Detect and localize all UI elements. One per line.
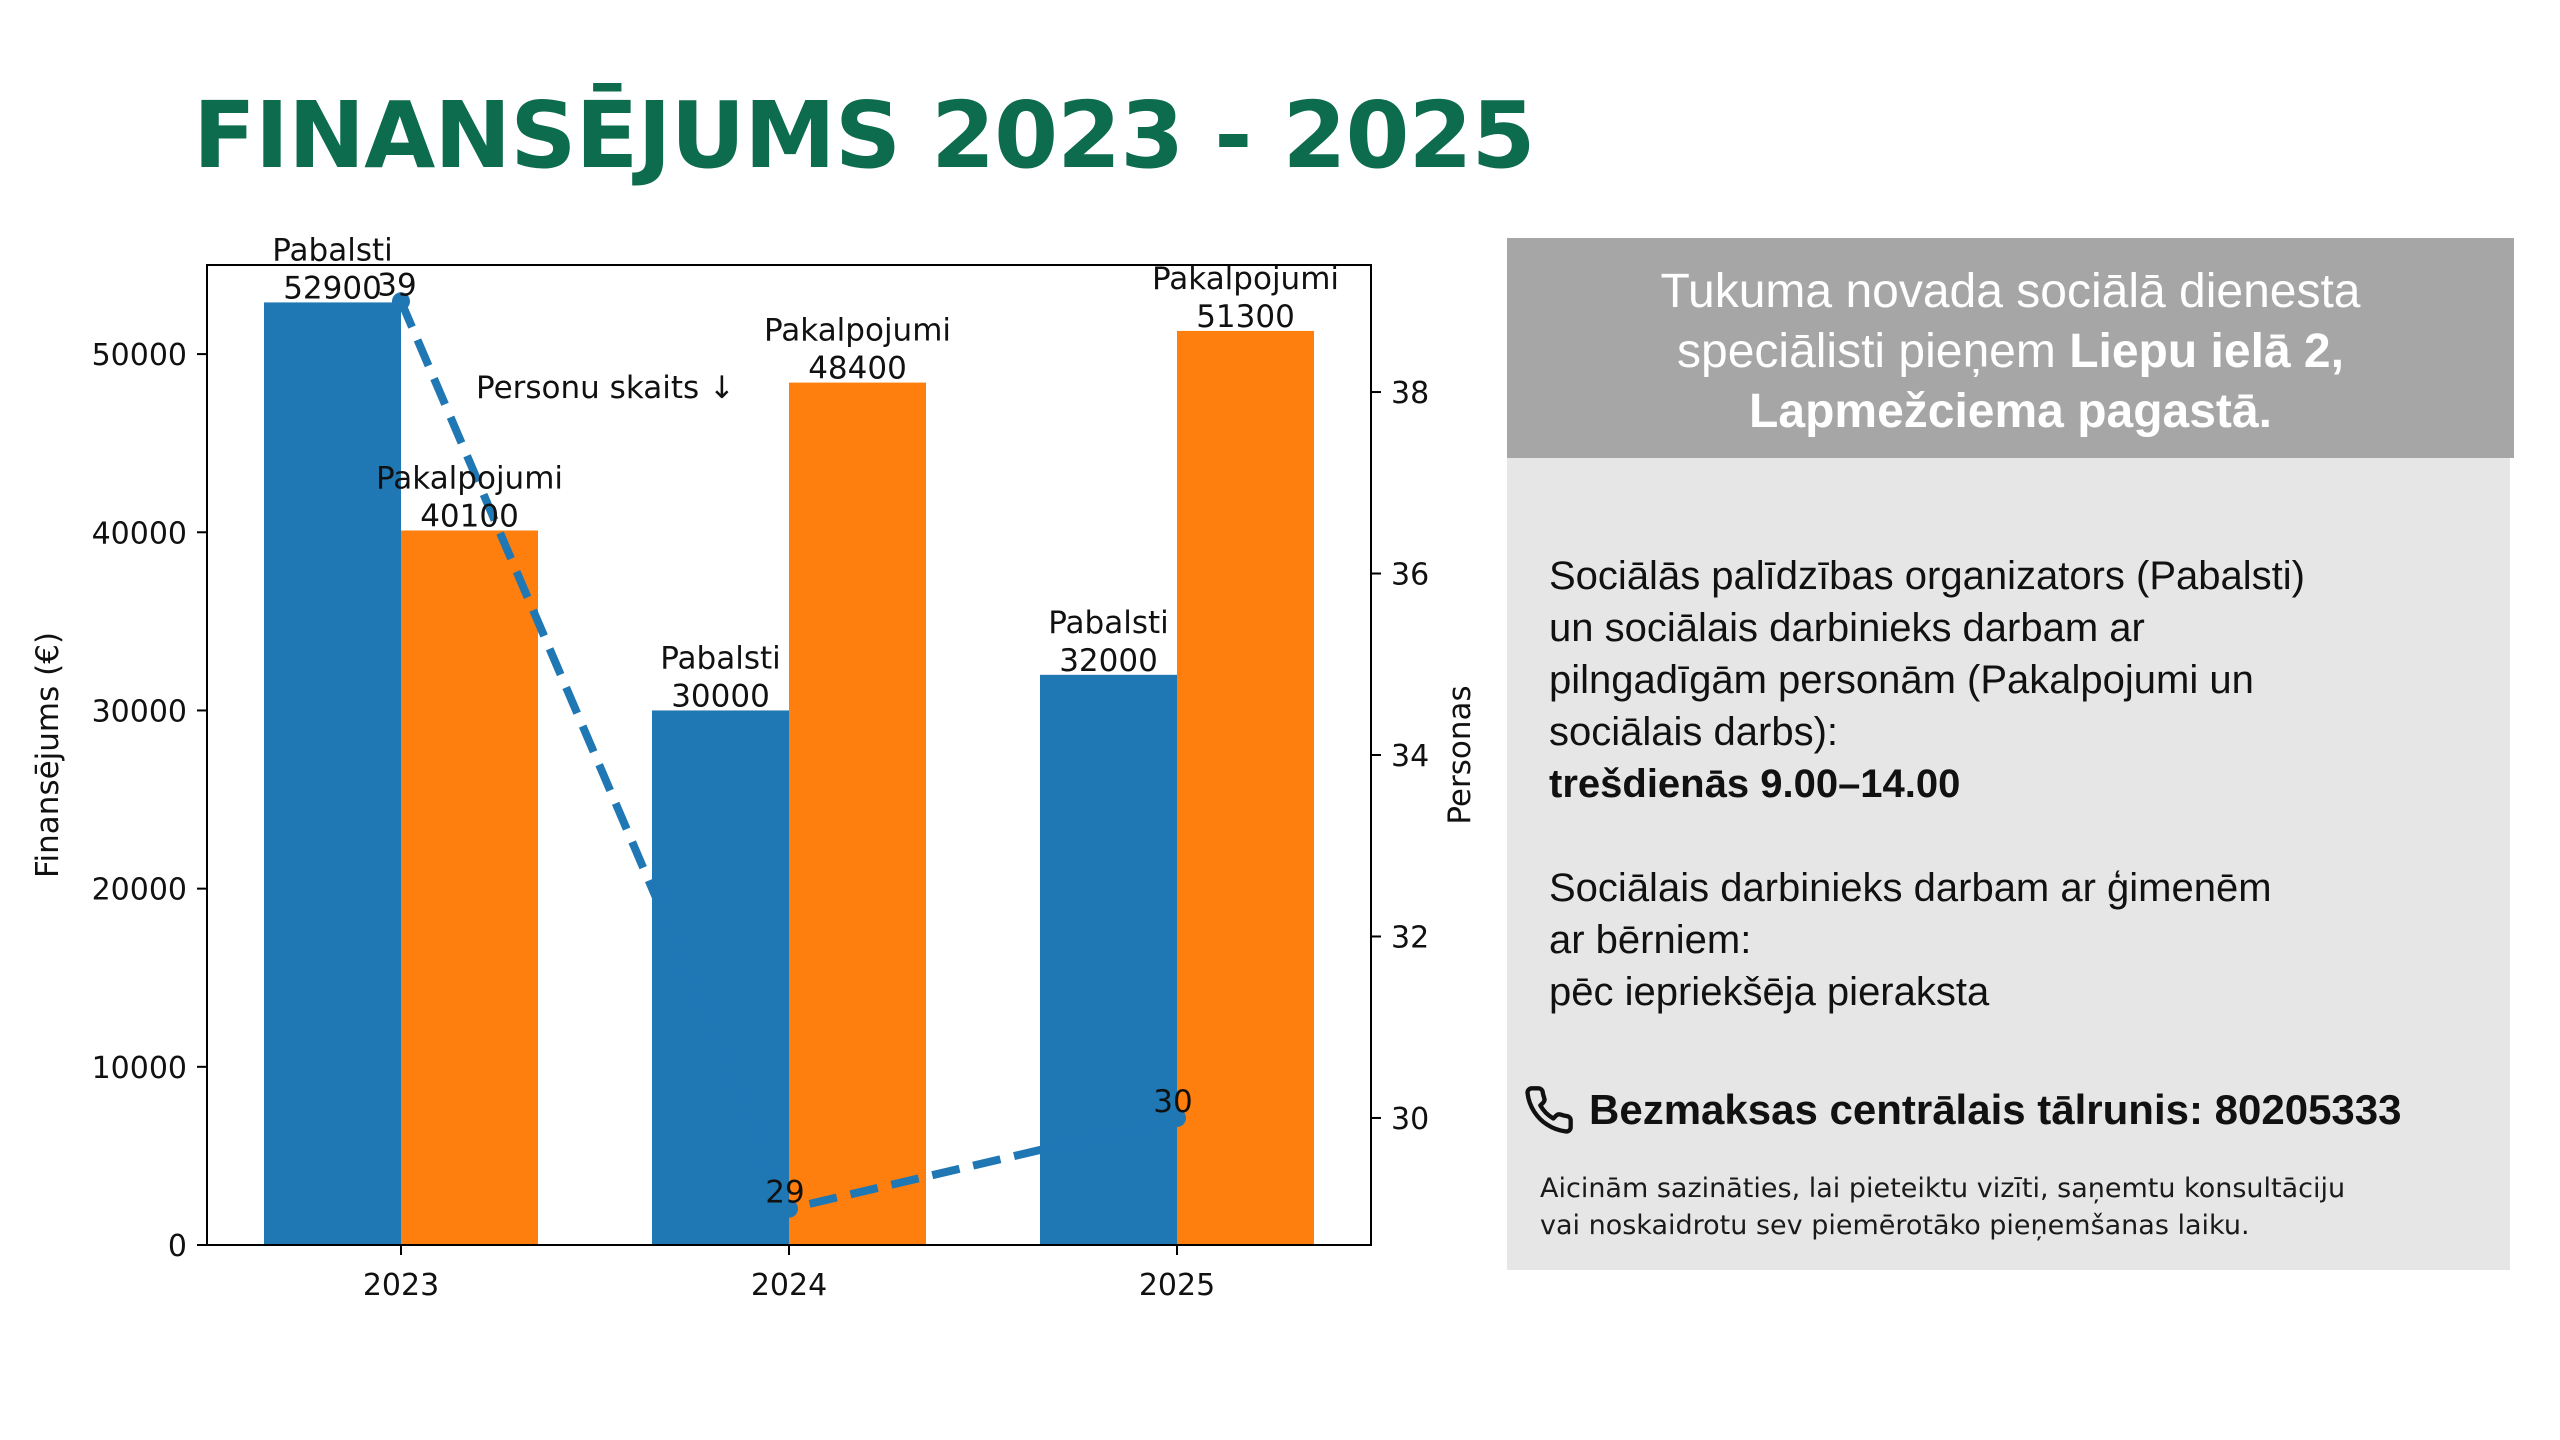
block-adults-line: Sociālās palīdzības organizators (Pabals… bbox=[1549, 554, 2305, 598]
y-tick-label: 10000 bbox=[92, 1051, 187, 1086]
y2-tick-label: 32 bbox=[1391, 920, 1429, 955]
contact-note-line-1: Aicinām sazināties, lai pieteiktu vizīti… bbox=[1540, 1173, 2346, 1204]
info-body: Sociālās palīdzības organizators (Pabals… bbox=[1507, 458, 2510, 1270]
block-adults-line: pilngadīgām personām (Pakalpojumi un bbox=[1549, 658, 2254, 702]
x-tick-label: 2024 bbox=[751, 1268, 827, 1303]
header-line-3: Lapmežciema pagastā. bbox=[1527, 382, 2494, 442]
bar-label-value: 48400 bbox=[808, 351, 907, 387]
phone-icon bbox=[1525, 1086, 1573, 1134]
persons-annotation: Personu skaits ↓ bbox=[476, 370, 735, 406]
x-tick-label: 2025 bbox=[1139, 1268, 1215, 1303]
bar-pakalpojumi-2023 bbox=[401, 530, 538, 1245]
y-tick-label: 50000 bbox=[92, 338, 187, 373]
bar-label-name: Pakalpojumi bbox=[376, 460, 563, 496]
y-tick-label: 20000 bbox=[92, 873, 187, 908]
persons-label: 30 bbox=[1153, 1084, 1192, 1120]
persons-point-2024 bbox=[780, 1199, 798, 1218]
bar-label-value: 32000 bbox=[1059, 643, 1158, 679]
block-families: Sociālais darbinieks darbam ar ģimenēm a… bbox=[1549, 862, 2272, 1018]
y2-tick-label: 30 bbox=[1391, 1102, 1429, 1137]
block-adults-schedule: trešdienās 9.00–14.00 bbox=[1549, 762, 1961, 806]
block-adults: Sociālās palīdzības organizators (Pabals… bbox=[1549, 550, 2305, 810]
x-tick-label: 2023 bbox=[363, 1268, 439, 1303]
header-line-2-plain: speciālisti pieņem bbox=[1677, 325, 2070, 378]
bar-label-value: 30000 bbox=[671, 678, 770, 714]
header-line-3-bold: Lapmežciema pagastā. bbox=[1749, 385, 2272, 438]
bar-label-value: 51300 bbox=[1196, 299, 1295, 335]
funding-chart: 0 10000 20000 30000 40000 50000 30 32 34 36 38 2023… bbox=[30, 232, 1478, 1303]
contact-note-line-2: vai noskaidrotu sev piemērotāko pieņemša… bbox=[1540, 1210, 2250, 1241]
bar-pabalsti-2023 bbox=[264, 302, 401, 1245]
y2-tick-label: 36 bbox=[1391, 558, 1429, 593]
bar-label-value: 52900 bbox=[283, 270, 382, 306]
bar-label-name: Pakalpojumi bbox=[764, 313, 951, 349]
phone-text: Bezmaksas centrālais tālrunis: 80205333 bbox=[1589, 1086, 2402, 1133]
contact-note: Aicinām sazināties, lai pieteiktu vizīti… bbox=[1540, 1170, 2345, 1244]
bar-pakalpojumi-2024 bbox=[789, 382, 926, 1246]
bar-pabalsti-2025 bbox=[1040, 674, 1177, 1245]
bar-label-value: 40100 bbox=[420, 498, 519, 534]
page-title: FINANSĒJUMS 2023 - 2025 bbox=[193, 82, 1536, 189]
block-adults-line: sociālais darbs): bbox=[1549, 710, 1839, 754]
y2-axis-label: Personas bbox=[1442, 685, 1478, 824]
bar-label-name: Pabalsti bbox=[272, 232, 393, 268]
persons-point-2023 bbox=[392, 292, 410, 311]
header-line-1: Tukuma novada sociālā dienesta bbox=[1660, 265, 2361, 318]
block-adults-line: un sociālais darbinieks darbam ar bbox=[1549, 606, 2145, 650]
y2-tick-label: 38 bbox=[1391, 376, 1429, 411]
y-tick-label: 30000 bbox=[92, 694, 187, 729]
bar-label-name: Pakalpojumi bbox=[1152, 261, 1339, 297]
y-tick-label: 40000 bbox=[92, 516, 187, 551]
phone-row: Bezmaksas centrālais tālrunis: 80205333 bbox=[1523, 1084, 2402, 1136]
y2-tick-label: 34 bbox=[1391, 739, 1429, 774]
persons-point-2025 bbox=[1168, 1108, 1186, 1127]
y-tick-label: 0 bbox=[168, 1229, 187, 1264]
persons-label: 39 bbox=[377, 267, 416, 303]
bar-label-name: Pabalsti bbox=[1048, 605, 1169, 641]
header-line-2-bold: Liepu ielā 2, bbox=[2069, 325, 2344, 378]
header-line-2: speciālisti pieņem Liepu ielā 2, bbox=[1527, 322, 2494, 382]
y-axis-label: Finansējums (€) bbox=[30, 632, 66, 878]
info-header: Tukuma novada sociālā dienesta speciālis… bbox=[1507, 238, 2514, 458]
block-families-line: pēc iepriekšēja pieraksta bbox=[1549, 970, 1990, 1014]
block-families-line: ar bērniem: bbox=[1549, 918, 1752, 962]
bar-pakalpojumi-2025 bbox=[1177, 330, 1314, 1246]
persons-label: 29 bbox=[765, 1175, 804, 1211]
block-families-line: Sociālais darbinieks darbam ar ģimenēm bbox=[1549, 866, 2272, 910]
bar-label-name: Pabalsti bbox=[660, 640, 781, 676]
